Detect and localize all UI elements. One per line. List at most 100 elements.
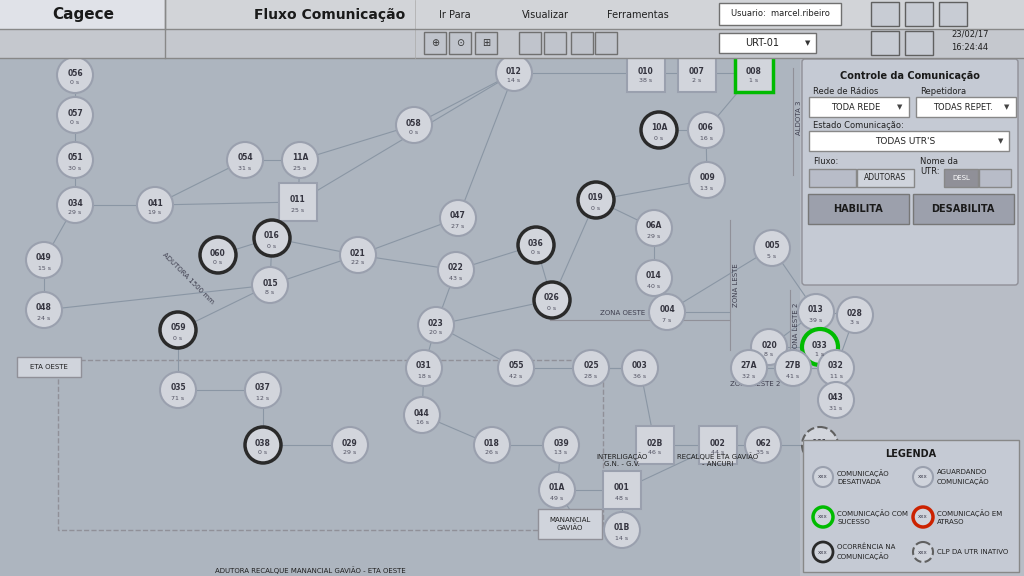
Text: 005: 005 (764, 241, 780, 251)
FancyBboxPatch shape (519, 32, 541, 54)
FancyBboxPatch shape (979, 169, 1011, 187)
Text: 11A: 11A (292, 153, 308, 162)
Text: 033: 033 (812, 340, 827, 350)
Ellipse shape (160, 312, 196, 348)
Text: 014: 014 (646, 271, 662, 281)
Ellipse shape (227, 142, 263, 178)
Circle shape (913, 467, 933, 487)
FancyBboxPatch shape (475, 32, 497, 54)
Text: 20 s: 20 s (429, 331, 442, 335)
Text: 12 s: 12 s (256, 396, 269, 400)
Ellipse shape (534, 282, 570, 318)
Ellipse shape (160, 372, 196, 408)
FancyBboxPatch shape (719, 33, 816, 53)
Text: 012: 012 (506, 66, 522, 75)
Text: 35 s: 35 s (757, 450, 770, 456)
Text: COMUNICAÇÃO
DESATIVADA: COMUNICAÇÃO DESATIVADA (837, 469, 890, 484)
Text: 40 s: 40 s (647, 283, 660, 289)
Text: 0 s: 0 s (531, 251, 541, 256)
Ellipse shape (498, 350, 534, 386)
Text: 003: 003 (632, 362, 648, 370)
Ellipse shape (396, 107, 432, 143)
FancyBboxPatch shape (571, 32, 593, 54)
Text: 39 s: 39 s (809, 317, 822, 323)
Text: xxx: xxx (919, 514, 928, 520)
Text: 0 s: 0 s (815, 450, 824, 456)
FancyBboxPatch shape (939, 2, 967, 26)
Text: 058: 058 (407, 119, 422, 127)
Text: 26 s: 26 s (485, 450, 499, 456)
Text: 2 s: 2 s (692, 78, 701, 84)
Text: ⊙: ⊙ (456, 39, 464, 48)
Text: 01B: 01B (613, 524, 630, 532)
Ellipse shape (688, 112, 724, 148)
FancyBboxPatch shape (0, 0, 165, 29)
Text: Repetidora: Repetidora (920, 88, 966, 97)
Ellipse shape (636, 210, 672, 246)
Text: OCORRÊNCIA NA
COMUNICAÇÃO: OCORRÊNCIA NA COMUNICAÇÃO (837, 544, 895, 560)
Text: 015: 015 (262, 279, 278, 287)
Text: 38 s: 38 s (639, 78, 652, 84)
FancyBboxPatch shape (905, 31, 933, 55)
Ellipse shape (649, 294, 685, 330)
Text: 27B: 27B (784, 362, 801, 370)
Text: Controle da Comunicação: Controle da Comunicação (840, 71, 980, 81)
Text: LEGENDA: LEGENDA (886, 449, 937, 459)
FancyBboxPatch shape (905, 2, 933, 26)
Text: 041: 041 (147, 199, 163, 207)
Text: Ferramentas: Ferramentas (607, 9, 669, 20)
Ellipse shape (518, 227, 554, 263)
Text: 044: 044 (414, 408, 430, 418)
Text: 31 s: 31 s (829, 406, 843, 411)
Ellipse shape (406, 350, 442, 386)
Text: 8 s: 8 s (765, 353, 773, 358)
Text: 32 s: 32 s (742, 373, 756, 378)
FancyBboxPatch shape (603, 471, 641, 509)
Text: 0 s: 0 s (410, 131, 419, 135)
Circle shape (913, 507, 933, 527)
Text: AGUARDANDO
COMUNICAÇÃO: AGUARDANDO COMUNICAÇÃO (937, 469, 989, 485)
Text: Estado Comunicação:: Estado Comunicação: (813, 122, 904, 131)
Text: 27 s: 27 s (452, 223, 465, 229)
FancyBboxPatch shape (857, 169, 914, 187)
Text: ZONA LESTE: ZONA LESTE (733, 263, 739, 307)
Text: 25 s: 25 s (294, 165, 306, 170)
FancyBboxPatch shape (800, 58, 1024, 576)
Text: 036: 036 (528, 238, 544, 248)
Text: Cagece: Cagece (52, 7, 114, 22)
Text: DESABILITA: DESABILITA (931, 204, 994, 214)
Text: 057: 057 (68, 108, 83, 118)
Text: 0 s: 0 s (267, 244, 276, 248)
Ellipse shape (57, 142, 93, 178)
Text: 018: 018 (484, 438, 500, 448)
Text: 0 s: 0 s (173, 335, 182, 340)
Ellipse shape (332, 427, 368, 463)
Ellipse shape (404, 397, 440, 433)
FancyBboxPatch shape (802, 59, 1018, 285)
Text: Usuario:  marcel.ribeiro: Usuario: marcel.ribeiro (730, 9, 829, 18)
Text: 16:24:44: 16:24:44 (951, 43, 988, 51)
Text: Fluxo Comunicação: Fluxo Comunicação (254, 7, 406, 21)
FancyBboxPatch shape (735, 54, 773, 92)
Text: COMUNICAÇÃO EM
ATRASO: COMUNICAÇÃO EM ATRASO (937, 509, 1002, 525)
Text: HABILITA: HABILITA (834, 204, 883, 214)
Text: ZONA LESTE 2: ZONA LESTE 2 (793, 303, 799, 353)
Text: 0 s: 0 s (258, 450, 267, 456)
Text: Ir Para: Ir Para (439, 9, 471, 20)
Text: 24 s: 24 s (37, 316, 50, 320)
Text: ▼: ▼ (897, 104, 903, 110)
Text: Rede de Rádios: Rede de Rádios (813, 88, 879, 97)
Text: 16 s: 16 s (416, 420, 428, 426)
FancyBboxPatch shape (424, 32, 446, 54)
Text: 11 s: 11 s (829, 373, 843, 378)
FancyBboxPatch shape (809, 169, 856, 187)
Text: 7 s: 7 s (663, 317, 672, 323)
Text: 42 s: 42 s (509, 373, 522, 378)
FancyBboxPatch shape (17, 357, 81, 377)
Text: 025: 025 (584, 362, 599, 370)
Ellipse shape (622, 350, 658, 386)
Text: 06A: 06A (646, 222, 663, 230)
FancyBboxPatch shape (0, 58, 800, 576)
Text: 30 s: 30 s (69, 165, 82, 170)
Text: 047: 047 (451, 211, 466, 221)
